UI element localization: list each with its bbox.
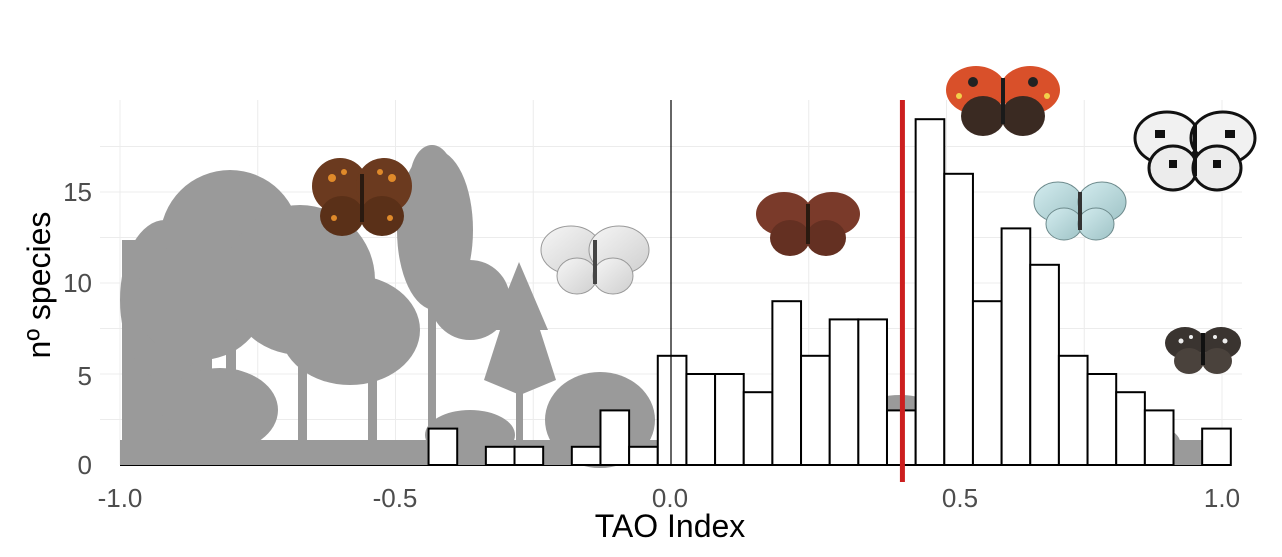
histogram-bar — [914, 118, 946, 466]
histogram-bar — [599, 409, 631, 466]
histogram-bar — [771, 300, 803, 467]
histogram-bar — [1086, 373, 1118, 466]
butterfly-illustration — [946, 66, 1060, 136]
histogram-bar — [484, 445, 516, 466]
histogram-bar — [1057, 354, 1089, 466]
x-tick-label: 0.0 — [652, 483, 688, 513]
y-tick-label: 15 — [63, 177, 92, 207]
histogram-bar — [1115, 391, 1146, 467]
histogram-bar — [742, 391, 774, 467]
histogram-bar — [943, 172, 974, 467]
histogram-bar — [656, 354, 688, 466]
reference-lines — [670, 100, 905, 482]
histogram-bar — [628, 445, 659, 466]
butterfly-illustration — [1133, 110, 1257, 192]
butterfly-illustration — [1165, 327, 1241, 374]
histogram-bar — [1143, 409, 1175, 466]
butterfly-illustration — [1033, 181, 1127, 241]
x-tick-label: -0.5 — [373, 483, 418, 513]
x-axis-title: TAO Index — [595, 508, 746, 544]
histogram-bar — [857, 318, 888, 466]
y-tick-label: 10 — [63, 268, 92, 298]
histogram-bar — [800, 354, 831, 466]
y-tick-label: 0 — [78, 450, 92, 480]
histogram-bar — [427, 427, 459, 467]
histogram-bars — [427, 118, 1232, 467]
histogram-bar — [828, 318, 860, 466]
butterfly-illustration — [312, 158, 412, 236]
histogram-bar — [570, 445, 602, 466]
histogram-bar — [1000, 227, 1032, 466]
histogram-bar — [513, 445, 545, 466]
histogram-bar — [714, 373, 745, 466]
butterfly-illustration — [756, 192, 860, 256]
histogram-bar — [971, 300, 1003, 467]
histogram-bar — [1029, 263, 1060, 466]
y-axis-tick-labels: 0 5 10 15 — [63, 177, 92, 480]
x-tick-label: -1.0 — [98, 483, 143, 513]
histogram-bar — [685, 373, 717, 466]
y-axis-title: nº species — [21, 212, 57, 359]
x-axis-tick-labels: -1.0 -0.5 0.0 0.5 1.0 — [98, 483, 1240, 513]
x-tick-label: 0.5 — [942, 483, 978, 513]
butterfly-illustration — [540, 225, 650, 295]
histogram-bar — [1201, 427, 1232, 467]
y-tick-label: 5 — [78, 361, 92, 391]
x-tick-label: 1.0 — [1204, 483, 1240, 513]
